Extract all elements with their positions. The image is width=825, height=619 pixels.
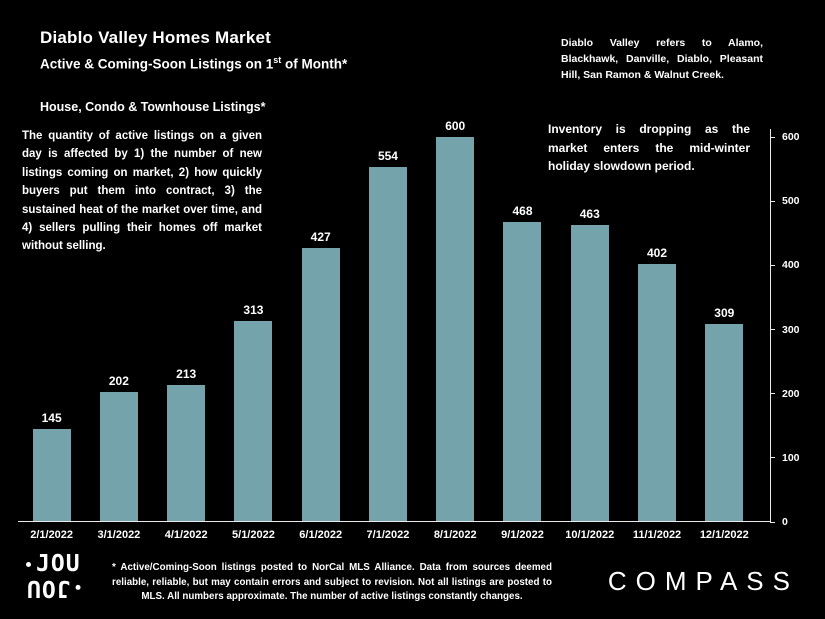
title-block: Diablo Valley Homes Market Active & Comi… <box>40 28 347 72</box>
region-note: Diablo Valley refers to Alamo, Blackhawk… <box>561 37 763 81</box>
x-axis-label: 12/1/2022 <box>699 529 749 541</box>
x-axis-labels: 2/1/2022 3/1/2022 4/1/2022 5/1/2022 6/1/2022… <box>18 529 758 541</box>
bar-column: 202 <box>85 374 152 522</box>
left-explainer-paragraph: The quantity of active listings on a giv… <box>22 130 262 253</box>
page-title: Diablo Valley Homes Market <box>40 28 272 47</box>
y-tick-label: 400 <box>782 259 800 272</box>
bar <box>99 392 138 522</box>
bar-value-label: 145 <box>41 410 62 425</box>
logo-dot-icon <box>75 584 81 590</box>
y-tick-mark <box>770 264 775 266</box>
y-axis-tick: 100 <box>770 452 800 464</box>
y-axis-tick: 600 <box>770 131 800 143</box>
bar-column: 309 <box>691 306 758 522</box>
listings-type-label: House, Condo & Townhouse Listings* <box>40 100 266 114</box>
bar-value-label: 463 <box>579 206 600 221</box>
subtitle-superscript: st <box>273 55 282 65</box>
bar <box>167 385 206 522</box>
bar-column: 468 <box>489 204 556 522</box>
logo-text-bottom: JOU <box>26 574 71 601</box>
bar <box>368 166 407 522</box>
y-tick-label: 200 <box>782 387 800 400</box>
disclaimer-footnote: * Active/Coming-Soon listings posted to … <box>112 562 552 603</box>
x-axis-label: 4/1/2022 <box>164 529 208 541</box>
bar-column: 313 <box>220 303 287 522</box>
x-axis-label: 11/1/2022 <box>632 529 682 541</box>
x-axis-label: 7/1/2022 <box>366 529 410 541</box>
bar <box>503 221 542 522</box>
bar <box>436 137 475 522</box>
page-subtitle: Active & Coming-Soon Listings on 1st of … <box>40 55 348 72</box>
y-tick-label: 0 <box>782 516 788 528</box>
bar-column: 145 <box>18 411 85 522</box>
bar-value-label: 309 <box>714 305 735 320</box>
bar-column: 427 <box>287 230 354 522</box>
logo-dot-icon <box>26 562 31 568</box>
x-axis-line <box>18 521 771 522</box>
y-axis-tick: 500 <box>770 195 800 207</box>
logo-text-top: JOU <box>36 551 81 577</box>
y-tick-label: 600 <box>782 131 800 143</box>
x-axis-label: 6/1/2022 <box>299 529 343 541</box>
bar <box>32 428 71 522</box>
y-axis-tick: 400 <box>770 259 800 271</box>
bar-value-label: 213 <box>176 367 197 382</box>
bar <box>570 224 609 522</box>
compass-logo: COMPASS <box>607 566 799 596</box>
bar <box>301 248 340 522</box>
y-tick-mark <box>770 329 775 330</box>
agency-logo-top: JOU <box>26 551 81 577</box>
bar-value-label: 402 <box>647 246 668 261</box>
bar-column: 213 <box>153 367 220 522</box>
bar-column: 554 <box>354 149 421 522</box>
y-tick-label: 100 <box>782 451 800 464</box>
y-axis-tick: 0 <box>770 516 788 528</box>
y-tick-mark <box>770 136 775 138</box>
bar-value-label: 313 <box>243 303 264 318</box>
y-axis-line <box>770 129 771 522</box>
y-tick-mark <box>770 200 775 202</box>
bar-value-label: 202 <box>108 374 129 389</box>
bar <box>234 321 273 522</box>
bar-value-label: 554 <box>377 148 398 163</box>
bar-column: 402 <box>623 246 690 522</box>
x-axis-label: 3/1/2022 <box>97 529 141 541</box>
agency-logo-bottom: JOU <box>26 574 81 601</box>
y-tick-label: 300 <box>782 323 800 336</box>
y-tick-label: 500 <box>782 195 800 208</box>
bar-value-label: 600 <box>445 119 466 133</box>
y-axis-tick: 300 <box>770 324 800 336</box>
bar <box>705 323 744 522</box>
x-axis-label: 8/1/2022 <box>433 529 477 541</box>
y-tick-mark <box>770 393 775 395</box>
agency-logo: JOU JOU <box>26 551 81 601</box>
x-axis-label: 2/1/2022 <box>30 529 74 541</box>
bar-value-label: 427 <box>310 230 331 245</box>
x-axis-label: 9/1/2022 <box>501 529 544 541</box>
plot-area: 145 202 213 313 427 554 600 468 463 402 309 <box>18 119 758 522</box>
bar-column: 600 <box>422 119 489 522</box>
x-axis-label: 5/1/2022 <box>232 529 275 541</box>
y-tick-mark <box>770 521 775 523</box>
bar-value-label: 468 <box>512 203 533 218</box>
y-axis-tick: 200 <box>770 388 800 400</box>
y-tick-mark <box>770 457 775 459</box>
y-axis: 0 100 200 300 400 500 600 <box>770 131 822 528</box>
inventory-trend-note: Inventory is dropping as the market ente… <box>548 122 750 174</box>
x-axis-label: 10/1/2022 <box>565 529 615 541</box>
bar-column: 463 <box>556 207 623 522</box>
bar <box>638 264 677 522</box>
